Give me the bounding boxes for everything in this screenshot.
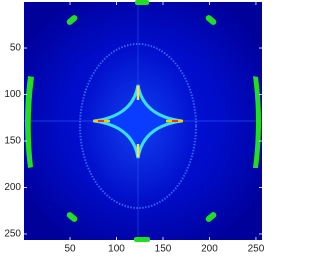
x-tick-label: 200 <box>201 244 218 255</box>
x-tick-label: 100 <box>108 244 125 255</box>
star-shape <box>93 84 183 159</box>
ellipse-ring <box>79 43 197 209</box>
x-tick-label: 250 <box>248 244 265 255</box>
y-tick-label: 100 <box>4 89 21 100</box>
y-tick-label: 50 <box>10 43 22 54</box>
x-tick-label: 150 <box>155 244 172 255</box>
x-tick-label: 50 <box>64 244 76 255</box>
chart: 50 100 150 200 250 50 100 150 200 250 <box>4 0 265 255</box>
image-plot <box>24 0 262 242</box>
green-blobs <box>25 0 261 242</box>
y-tick-label: 200 <box>4 182 21 193</box>
y-tick-label: 150 <box>4 136 21 147</box>
y-tick-label: 250 <box>4 229 21 240</box>
